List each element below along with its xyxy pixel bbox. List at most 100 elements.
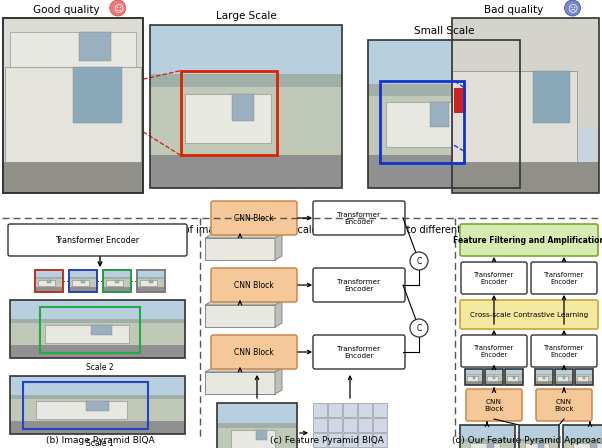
Bar xyxy=(150,155,342,188)
Bar xyxy=(460,425,515,442)
Bar xyxy=(505,369,523,385)
Polygon shape xyxy=(205,234,282,238)
Bar xyxy=(525,443,549,448)
Bar xyxy=(519,439,559,442)
Bar xyxy=(3,18,143,193)
FancyBboxPatch shape xyxy=(460,300,598,329)
Bar xyxy=(137,287,165,292)
Bar xyxy=(328,403,342,417)
Bar xyxy=(358,418,372,432)
Bar xyxy=(103,287,131,292)
Bar xyxy=(137,270,165,292)
Text: CNN
Block: CNN Block xyxy=(554,399,574,412)
Bar xyxy=(373,418,387,432)
FancyBboxPatch shape xyxy=(211,201,297,235)
Text: CNN Block: CNN Block xyxy=(234,348,274,357)
Bar xyxy=(555,369,573,375)
Bar xyxy=(535,369,553,385)
Text: Cross-scale Contrastive Learning: Cross-scale Contrastive Learning xyxy=(470,311,588,318)
Bar xyxy=(575,375,593,381)
Bar xyxy=(150,74,342,87)
Bar xyxy=(149,280,154,283)
FancyBboxPatch shape xyxy=(211,268,297,302)
Bar xyxy=(185,94,271,142)
Bar xyxy=(485,375,503,381)
Bar xyxy=(368,40,520,188)
Text: (c) Feature Pyramid BIQA: (c) Feature Pyramid BIQA xyxy=(270,435,384,444)
Bar xyxy=(358,433,372,447)
Bar xyxy=(505,381,523,385)
Bar xyxy=(35,287,63,292)
FancyBboxPatch shape xyxy=(466,389,522,421)
Bar xyxy=(313,403,327,417)
FancyBboxPatch shape xyxy=(461,335,527,367)
Polygon shape xyxy=(205,238,275,260)
Bar xyxy=(47,280,51,283)
Bar xyxy=(535,369,553,375)
Bar xyxy=(217,423,297,428)
Bar xyxy=(505,375,523,381)
Bar xyxy=(535,374,553,375)
FancyBboxPatch shape xyxy=(313,201,405,235)
Bar xyxy=(328,418,342,432)
Bar xyxy=(460,439,515,442)
Bar xyxy=(137,270,165,279)
Bar xyxy=(465,375,483,381)
Bar xyxy=(493,376,495,379)
Bar xyxy=(23,382,148,429)
Bar xyxy=(35,270,63,279)
Polygon shape xyxy=(275,368,282,394)
Bar xyxy=(368,155,520,188)
Bar xyxy=(386,102,465,146)
Text: CNN Block: CNN Block xyxy=(234,214,274,223)
Bar xyxy=(10,345,185,358)
Text: CNN
Block: CNN Block xyxy=(484,399,504,412)
Bar xyxy=(103,277,131,279)
Bar xyxy=(519,442,559,448)
Bar xyxy=(460,425,515,448)
Text: Transformer
Encoder: Transformer Encoder xyxy=(338,345,380,358)
Bar xyxy=(91,325,112,335)
Text: Scale 1: Scale 1 xyxy=(86,439,114,448)
Bar xyxy=(137,279,165,287)
Bar xyxy=(577,376,588,381)
Bar xyxy=(557,376,568,381)
Text: Scale 2: Scale 2 xyxy=(86,362,114,371)
Text: Transformer Encoder: Transformer Encoder xyxy=(55,236,140,245)
Bar xyxy=(485,381,503,385)
Bar xyxy=(583,376,585,379)
Bar xyxy=(137,270,165,292)
Circle shape xyxy=(110,0,126,16)
Text: Small Scale: Small Scale xyxy=(414,26,474,36)
Text: (a) Visualizations of images at different scales that correspond to different qu: (a) Visualizations of images at differen… xyxy=(97,225,505,235)
Bar xyxy=(10,319,185,323)
Bar xyxy=(3,161,143,193)
Bar xyxy=(485,369,503,375)
Text: ☹: ☹ xyxy=(568,3,577,13)
Bar xyxy=(36,401,127,419)
Bar xyxy=(5,67,141,161)
Bar xyxy=(537,376,548,381)
FancyBboxPatch shape xyxy=(211,335,297,369)
Bar xyxy=(573,443,602,448)
Bar xyxy=(181,71,277,155)
Bar xyxy=(343,433,357,447)
Bar xyxy=(380,82,464,163)
Bar xyxy=(3,123,143,161)
Polygon shape xyxy=(205,305,275,327)
Bar xyxy=(343,403,357,417)
Bar xyxy=(328,433,342,447)
Bar xyxy=(467,376,477,381)
Bar xyxy=(485,369,503,385)
Bar xyxy=(563,442,602,448)
Bar xyxy=(563,376,565,379)
Text: Transformer
Encoder: Transformer Encoder xyxy=(474,271,514,284)
Bar xyxy=(555,374,573,375)
FancyBboxPatch shape xyxy=(460,224,598,256)
Bar xyxy=(10,399,185,421)
Bar xyxy=(256,431,267,440)
Bar xyxy=(103,270,131,292)
Bar xyxy=(103,270,131,279)
Bar xyxy=(343,418,357,432)
Bar xyxy=(217,428,297,448)
